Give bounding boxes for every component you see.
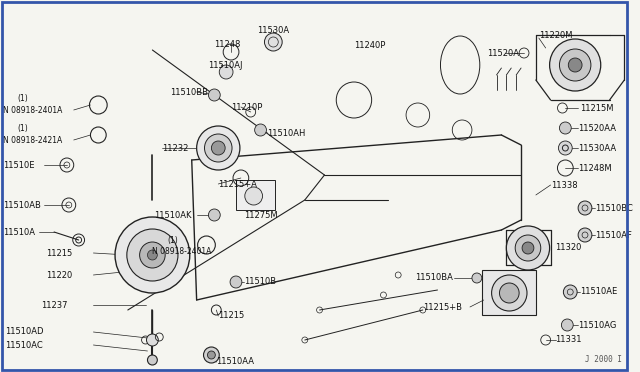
- Circle shape: [127, 229, 178, 281]
- Text: 11510A: 11510A: [3, 228, 35, 237]
- Text: 11510AC: 11510AC: [5, 340, 43, 350]
- Circle shape: [559, 122, 572, 134]
- Circle shape: [147, 334, 158, 346]
- Circle shape: [204, 347, 220, 363]
- Circle shape: [209, 209, 220, 221]
- Text: (1): (1): [18, 124, 28, 132]
- Circle shape: [196, 126, 240, 170]
- Text: N 08918-2401A: N 08918-2401A: [3, 106, 62, 115]
- Circle shape: [499, 283, 519, 303]
- Text: 11510BA: 11510BA: [415, 273, 452, 282]
- Circle shape: [147, 355, 157, 365]
- Circle shape: [205, 134, 232, 162]
- Text: (1): (1): [167, 235, 178, 244]
- Text: 11510E: 11510E: [3, 160, 35, 170]
- Circle shape: [506, 226, 550, 270]
- Text: 11510BB: 11510BB: [170, 87, 208, 96]
- Text: 11510BC: 11510BC: [595, 203, 633, 212]
- Text: 11240P: 11240P: [354, 41, 385, 49]
- Text: N 08918-2401A: N 08918-2401A: [152, 247, 212, 257]
- Text: 11237: 11237: [42, 301, 68, 310]
- Text: 11510B: 11510B: [244, 278, 276, 286]
- Text: 11510AJ: 11510AJ: [209, 61, 243, 70]
- Circle shape: [559, 141, 572, 155]
- Circle shape: [245, 187, 262, 205]
- Text: 11220: 11220: [46, 270, 72, 279]
- Text: 11320: 11320: [556, 244, 582, 253]
- Text: 11215+B: 11215+B: [423, 302, 462, 311]
- Circle shape: [220, 65, 233, 79]
- Text: N 08918-2421A: N 08918-2421A: [3, 135, 62, 144]
- Text: 11510AE: 11510AE: [580, 288, 618, 296]
- Text: 11215+A: 11215+A: [218, 180, 257, 189]
- Text: J 2000 I: J 2000 I: [585, 355, 622, 364]
- Text: 11510AD: 11510AD: [5, 327, 44, 337]
- Circle shape: [515, 235, 541, 261]
- Circle shape: [115, 217, 189, 293]
- Text: 11232: 11232: [162, 144, 189, 153]
- Text: 11510AA: 11510AA: [216, 357, 254, 366]
- Text: 11248: 11248: [214, 39, 241, 48]
- Text: 11331: 11331: [556, 336, 582, 344]
- Bar: [236, 180, 275, 210]
- Text: 11275M: 11275M: [244, 211, 278, 219]
- Text: 11520A: 11520A: [486, 48, 518, 58]
- Text: 11510AH: 11510AH: [268, 128, 306, 138]
- Circle shape: [472, 273, 482, 283]
- Text: 11338: 11338: [550, 180, 577, 189]
- Circle shape: [211, 141, 225, 155]
- Text: 11215: 11215: [218, 311, 244, 321]
- Circle shape: [522, 242, 534, 254]
- Bar: [482, 270, 536, 315]
- Circle shape: [578, 201, 592, 215]
- Circle shape: [255, 124, 266, 136]
- Circle shape: [140, 242, 165, 268]
- Circle shape: [209, 89, 220, 101]
- Circle shape: [559, 49, 591, 81]
- Circle shape: [578, 228, 592, 242]
- Text: 11210P: 11210P: [231, 103, 262, 112]
- Circle shape: [207, 351, 215, 359]
- Text: 11530AA: 11530AA: [578, 144, 616, 153]
- Text: 11510AK: 11510AK: [154, 211, 192, 219]
- Text: (1): (1): [18, 93, 28, 103]
- Text: 11215M: 11215M: [580, 103, 614, 112]
- Text: 11220M: 11220M: [539, 31, 572, 39]
- Text: 11510AB: 11510AB: [3, 201, 41, 209]
- Text: 11248M: 11248M: [578, 164, 612, 173]
- Text: 11510AF: 11510AF: [595, 231, 632, 240]
- Circle shape: [568, 58, 582, 72]
- Text: 11530A: 11530A: [257, 26, 289, 35]
- Text: 11215: 11215: [46, 248, 72, 257]
- Text: 11510AG: 11510AG: [578, 321, 616, 330]
- Circle shape: [492, 275, 527, 311]
- Text: 11520AA: 11520AA: [578, 124, 616, 132]
- Circle shape: [561, 319, 573, 331]
- Circle shape: [147, 250, 157, 260]
- Circle shape: [264, 33, 282, 51]
- Circle shape: [230, 276, 242, 288]
- Circle shape: [563, 285, 577, 299]
- Circle shape: [550, 39, 601, 91]
